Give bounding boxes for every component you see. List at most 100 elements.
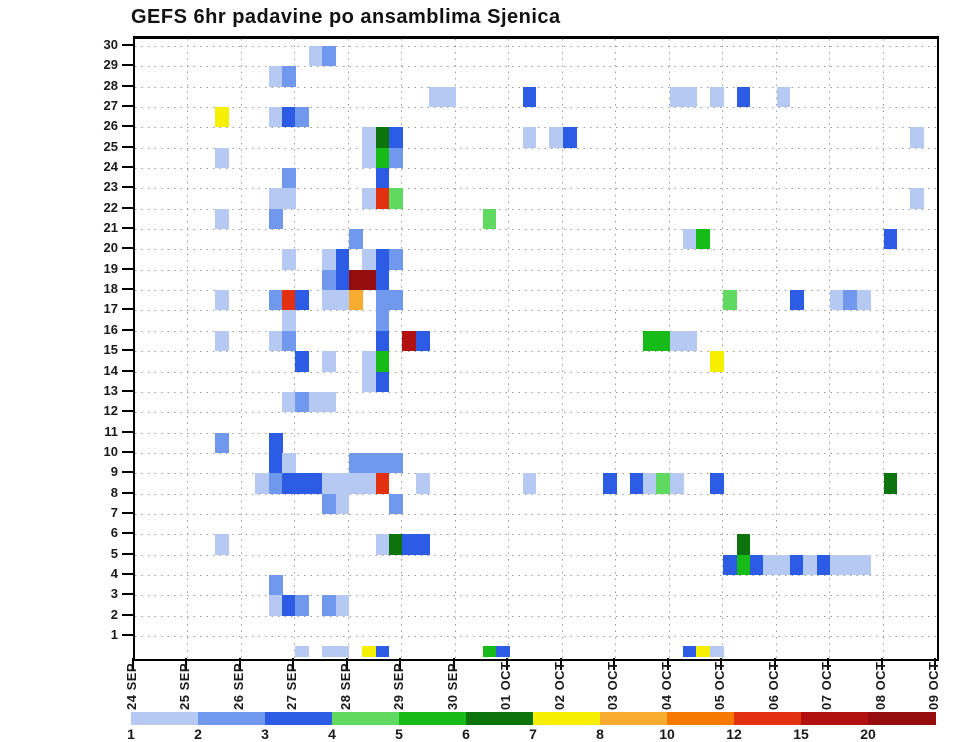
heatmap-cell (322, 249, 336, 270)
y-axis-label: 22 (103, 199, 118, 215)
colorbar-segment (332, 712, 400, 725)
x-axis-date-label: 26 SEP (230, 662, 246, 710)
heatmap-cell (375, 269, 390, 291)
colorbar-segment (868, 712, 936, 725)
heatmap-cell (268, 66, 283, 87)
heatmap-cell (215, 330, 230, 352)
heatmap-cell (362, 188, 377, 209)
heatmap-cell (843, 554, 858, 575)
heatmap-cell (683, 229, 697, 250)
heatmap-cell (335, 249, 350, 270)
heatmap-cell (415, 330, 430, 352)
y-axis-label: 8 (110, 484, 118, 500)
y-axis-tick (122, 613, 133, 616)
y-axis-label: 24 (103, 159, 118, 175)
heatmap-cell (362, 269, 377, 291)
heatmap-cell (322, 290, 336, 311)
colorbar-label: 20 (860, 726, 876, 742)
y-axis-label: 9 (110, 464, 118, 480)
y-axis-tick (122, 471, 133, 474)
heatmap-cell (268, 574, 283, 596)
x-axis-date-label: 03 OCT (605, 661, 621, 710)
y-axis-label: 23 (103, 179, 118, 195)
heatmap-cell (282, 66, 296, 87)
heatmap-cell (388, 534, 403, 555)
y-axis-tick (122, 288, 133, 291)
heatmap-cell (362, 147, 377, 169)
heatmap-cell (375, 646, 390, 657)
heatmap-cell (856, 290, 871, 311)
heatmap-cell (268, 595, 283, 616)
row-gridline (135, 66, 937, 68)
heatmap-cell (709, 351, 724, 372)
y-axis-label: 25 (103, 138, 118, 154)
heatmap-cell (736, 554, 751, 575)
heatmap-cell (388, 493, 403, 514)
row-gridline (135, 432, 937, 434)
y-axis-label: 17 (103, 301, 118, 317)
heatmap-cell (669, 473, 684, 494)
heatmap-cell (268, 432, 283, 453)
row-gridline (135, 269, 937, 271)
row-gridline (135, 513, 937, 515)
x-axis-tick (292, 658, 295, 670)
heatmap-cell (789, 290, 804, 311)
y-axis-tick (122, 572, 133, 575)
x-axis-date-label: 06 OCT (765, 661, 781, 710)
row-gridline (135, 351, 937, 353)
heatmap-cell (362, 371, 377, 392)
colorbar-segment (533, 712, 601, 725)
heatmap-cell (482, 208, 497, 230)
y-axis-tick (122, 491, 133, 494)
colorbar (131, 712, 936, 725)
heatmap-cell (723, 554, 737, 575)
colorbar-segment (667, 712, 735, 725)
x-axis-date-label: 01 OCT (498, 661, 514, 710)
y-axis-tick (122, 247, 133, 250)
row-gridline (135, 330, 937, 332)
x-axis-tick (559, 658, 562, 670)
heatmap-cell (282, 391, 296, 413)
y-axis-label: 18 (103, 281, 118, 297)
heatmap-cell (388, 290, 403, 311)
heatmap-cell (843, 290, 858, 311)
heatmap-cell (362, 473, 377, 494)
heatmap-cell (696, 229, 711, 250)
date-gridline (722, 39, 724, 659)
heatmap-cell (375, 330, 390, 352)
heatmap-cell (322, 46, 336, 67)
heatmap-cell (883, 473, 898, 494)
row-gridline (135, 290, 937, 292)
heatmap-cell (215, 107, 230, 128)
y-axis-tick (122, 634, 133, 636)
heatmap-cell (816, 554, 831, 575)
heatmap-cell (362, 127, 377, 148)
y-axis-label: 21 (103, 220, 118, 236)
heatmap-cell (709, 473, 724, 494)
heatmap-cell (308, 473, 323, 494)
heatmap-cell (268, 188, 283, 209)
y-axis-tick (122, 227, 133, 230)
heatmap-cell (335, 290, 350, 311)
y-axis-label: 1 (110, 627, 118, 642)
row-gridline (135, 615, 937, 617)
heatmap-cell (669, 86, 684, 108)
heatmap-cell (803, 554, 818, 575)
heatmap-cell (215, 147, 230, 169)
date-gridline (561, 39, 563, 659)
colorbar-segment (131, 712, 199, 725)
heatmap-cell (642, 473, 657, 494)
heatmap-cell (348, 290, 363, 311)
row-gridline (135, 636, 937, 637)
heatmap-cell (295, 351, 310, 372)
row-gridline (135, 208, 937, 210)
heatmap-cell (723, 290, 737, 311)
heatmap-cell (375, 290, 390, 311)
x-axis-tick (132, 658, 134, 670)
row-gridline (135, 554, 937, 556)
heatmap-cell (749, 554, 764, 575)
y-axis-tick (122, 450, 133, 453)
y-axis-tick (122, 328, 133, 331)
y-axis-tick (122, 44, 133, 46)
y-axis-tick (122, 105, 133, 108)
